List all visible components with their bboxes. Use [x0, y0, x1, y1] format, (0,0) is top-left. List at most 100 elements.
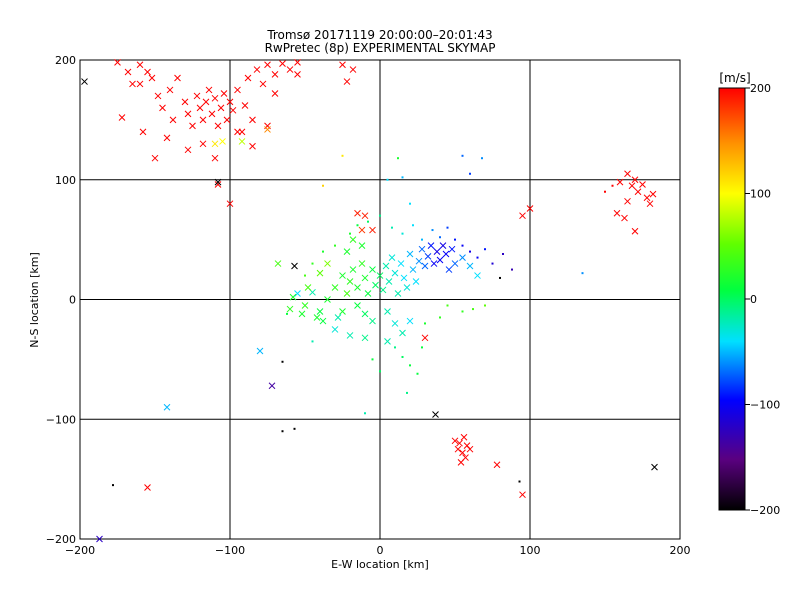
echo-cross-marker: [268, 382, 276, 390]
echo-cross-marker: [334, 314, 342, 321]
echo-cross-marker: [208, 110, 216, 118]
echo-cross-marker: [526, 205, 534, 212]
echo-dot-marker: [446, 226, 449, 229]
chart-subtitle: RwPretec (8p) EXPERIMENTAL SKYMAP: [265, 41, 496, 55]
echo-cross-marker: [439, 242, 447, 249]
echo-cross-marker: [271, 71, 279, 78]
echo-cross-marker: [643, 194, 651, 202]
y-tick-label: 100: [55, 174, 76, 187]
echo-cross-marker: [264, 61, 271, 69]
echo-cross-marker: [136, 80, 144, 88]
echo-cross-marker: [184, 110, 192, 118]
echo-cross-marker: [391, 269, 399, 277]
echo-dot-marker: [364, 412, 366, 415]
echo-cross-marker: [274, 260, 282, 267]
echo-cross-marker: [163, 403, 171, 411]
echo-cross-marker: [459, 449, 466, 457]
echo-cross-marker: [421, 334, 429, 342]
echo-cross-marker: [421, 262, 429, 270]
colorbar-tick-label: −100: [750, 399, 780, 412]
echo-dot-marker: [461, 154, 464, 157]
echo-dot-marker: [431, 229, 434, 232]
echo-dot-marker: [379, 370, 381, 373]
echo-cross-marker: [271, 90, 279, 97]
echo-cross-marker: [433, 248, 441, 255]
echo-cross-marker: [234, 128, 241, 136]
colorbar-tick-label: 0: [750, 293, 757, 306]
echo-dot-marker: [439, 236, 441, 239]
echo-cross-marker: [214, 122, 222, 130]
echo-cross-marker: [384, 308, 391, 315]
echo-dot-marker: [349, 232, 351, 235]
echo-cross-marker: [211, 140, 219, 148]
echo-cross-marker: [331, 326, 339, 333]
echo-cross-marker: [361, 310, 369, 318]
echo-cross-marker: [349, 236, 357, 243]
echo-cross-marker: [166, 86, 174, 94]
echo-cross-marker: [202, 98, 210, 106]
echo-cross-marker: [118, 114, 126, 121]
echo-cross-marker: [136, 61, 144, 69]
echo-cross-marker: [339, 61, 346, 69]
echo-cross-marker: [621, 214, 628, 222]
echo-cross-marker: [634, 188, 642, 196]
echo-dot-marker: [472, 308, 474, 311]
echo-cross-marker: [174, 74, 181, 82]
echo-cross-marker: [466, 445, 474, 453]
echo-cross-marker: [139, 128, 147, 136]
echo-cross-marker: [493, 461, 501, 469]
echo-cross-marker: [343, 290, 351, 297]
echo-dot-marker: [322, 250, 324, 253]
echo-dot-marker: [401, 232, 404, 235]
echo-cross-marker: [331, 284, 339, 291]
echo-cross-marker: [399, 329, 406, 337]
echo-cross-marker: [394, 290, 402, 297]
echo-cross-marker: [418, 245, 426, 253]
echo-cross-marker: [358, 260, 366, 267]
echo-cross-marker: [631, 227, 639, 235]
echo-cross-marker: [361, 274, 369, 282]
colorbar-tick-labels: 200 100 0 −100 −200: [745, 82, 780, 517]
echo-cross-marker: [214, 181, 222, 188]
echo-dot-marker: [412, 224, 414, 227]
echo-dot-marker: [311, 262, 314, 265]
echo-cross-marker: [403, 284, 411, 291]
echo-cross-marker: [358, 242, 366, 249]
echo-dot-marker: [424, 322, 426, 325]
echo-cross-marker: [253, 66, 261, 73]
echo-cross-marker: [372, 281, 379, 289]
echo-cross-marker: [96, 535, 103, 543]
echo-cross-marker: [319, 317, 327, 325]
echo-cross-marker: [196, 104, 204, 112]
echo-cross-marker: [406, 250, 414, 258]
echo-dot-marker: [439, 316, 441, 319]
echo-cross-marker: [124, 68, 132, 76]
echo-cross-marker: [415, 257, 423, 265]
echo-cross-marker: [324, 296, 331, 303]
echo-dot-marker: [401, 355, 404, 358]
echo-cross-marker: [294, 59, 301, 66]
echo-cross-marker: [301, 302, 309, 309]
echo-cross-marker: [339, 272, 346, 279]
echo-dot-marker: [511, 268, 513, 271]
echo-cross-marker: [406, 317, 414, 325]
echo-cross-marker: [199, 116, 207, 124]
echo-dot-marker: [394, 346, 396, 349]
echo-cross-marker: [289, 293, 297, 301]
echo-cross-marker: [294, 71, 301, 78]
echo-cross-marker: [460, 433, 468, 441]
y-axis-label: N-S location [km]: [28, 252, 41, 348]
colorbar: [718, 87, 746, 511]
echo-dot-marker: [281, 430, 284, 433]
echo-cross-marker: [427, 242, 435, 249]
echo-cross-marker: [184, 146, 192, 154]
echo-cross-marker: [220, 90, 228, 97]
echo-cross-marker: [249, 142, 256, 150]
echo-dot-marker: [484, 248, 486, 251]
echo-cross-marker: [388, 254, 396, 261]
echo-dot-marker: [461, 310, 464, 313]
echo-cross-marker: [226, 98, 234, 106]
echo-cross-marker: [214, 178, 222, 186]
